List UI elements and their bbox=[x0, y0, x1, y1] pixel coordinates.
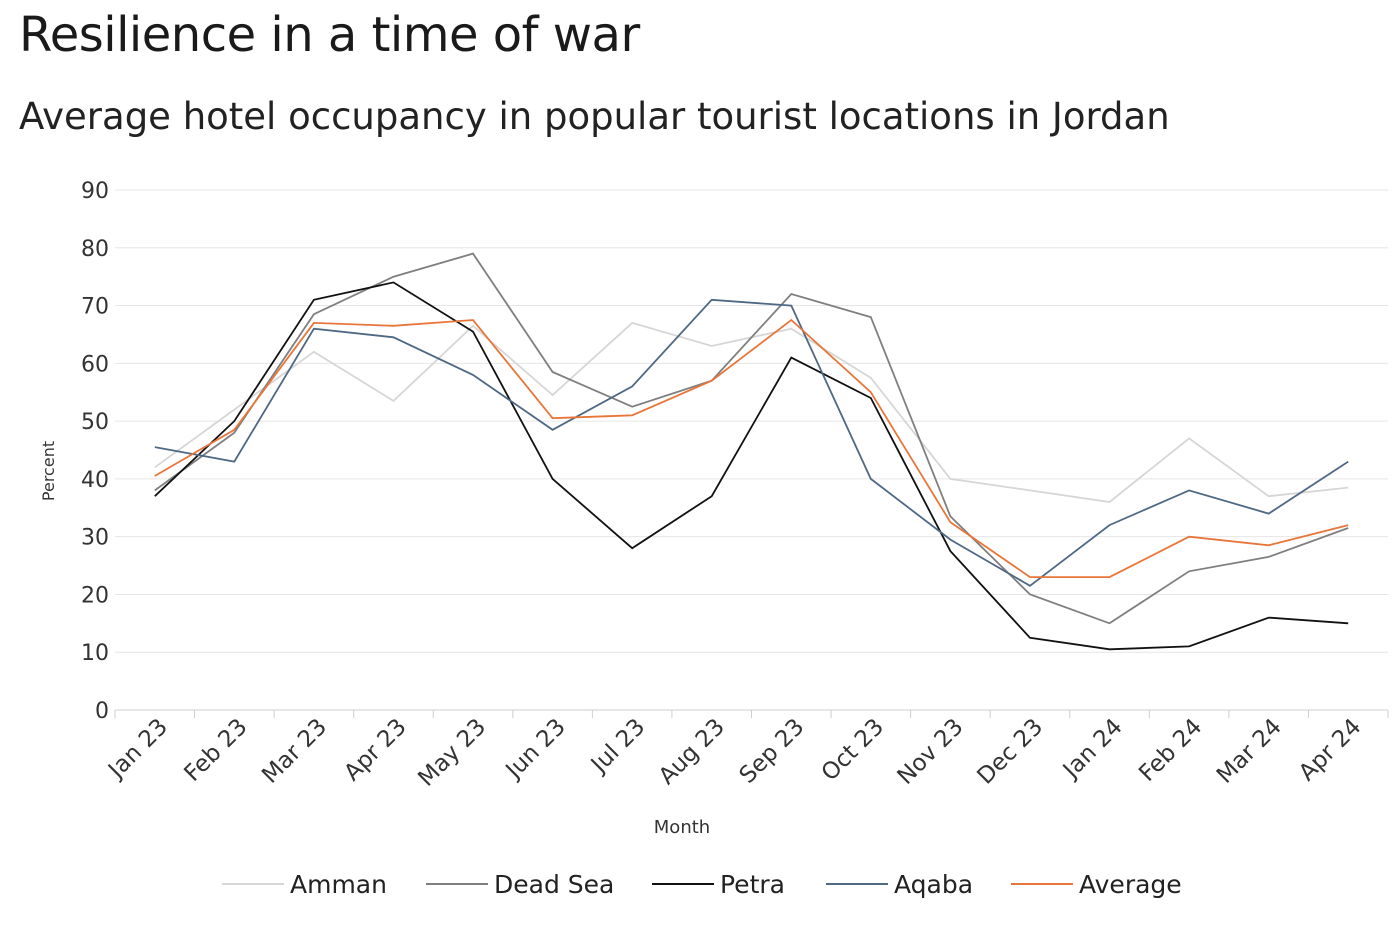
y-tick-label: 10 bbox=[81, 641, 109, 666]
y-tick-label: 80 bbox=[81, 237, 109, 262]
legend-label: Average bbox=[1079, 869, 1182, 899]
y-tick-label: 70 bbox=[81, 295, 109, 320]
legend-swatch bbox=[222, 883, 284, 885]
x-tick-label: Dec 23 bbox=[972, 714, 1048, 790]
x-tick-label: Aug 23 bbox=[654, 714, 730, 790]
x-tick-label: Jan 24 bbox=[1057, 714, 1128, 785]
legend-item-average: Average bbox=[1011, 862, 1182, 906]
legend-item-amman: Amman bbox=[222, 862, 387, 906]
legend-label: Dead Sea bbox=[494, 869, 615, 899]
chart-title: Resilience in a time of war bbox=[19, 7, 640, 63]
x-tick-label: Apr 23 bbox=[339, 714, 411, 786]
y-tick-label: 90 bbox=[81, 179, 109, 204]
x-tick-label: Mar 23 bbox=[257, 714, 332, 789]
legend-swatch bbox=[652, 883, 714, 885]
x-tick-label: Feb 23 bbox=[180, 714, 253, 787]
y-axis-ticks: 0 10 20 30 40 50 60 70 80 90 bbox=[81, 179, 109, 724]
x-tick-label: Jul 23 bbox=[585, 714, 650, 779]
legend-item-dead-sea: Dead Sea bbox=[426, 862, 614, 906]
y-tick-label: 20 bbox=[81, 583, 109, 608]
legend-item-aqaba: Aqaba bbox=[826, 862, 973, 906]
y-tick-label: 40 bbox=[81, 468, 109, 493]
y-tick-label: 60 bbox=[81, 352, 109, 377]
x-axis: Jan 23 Feb 23 Mar 23 Apr 23 May 23 Jun 23 Jul … bbox=[102, 709, 1389, 792]
legend-label: Aqaba bbox=[894, 869, 974, 899]
x-tick-label: Sep 23 bbox=[735, 714, 810, 789]
x-axis-label: Month bbox=[654, 817, 710, 838]
series-line-aqaba bbox=[154, 298, 1349, 587]
y-tick-label: 30 bbox=[81, 526, 109, 551]
legend-label: Petra bbox=[720, 869, 785, 899]
x-tick-label: Nov 23 bbox=[893, 714, 969, 790]
legend-label: Amman bbox=[290, 869, 387, 899]
legend-swatch bbox=[426, 883, 488, 885]
x-tick-label: Jun 23 bbox=[500, 714, 571, 785]
x-tick-label: Apr 24 bbox=[1294, 714, 1366, 786]
legend-swatch bbox=[826, 883, 888, 885]
series-line-average bbox=[154, 318, 1349, 578]
y-axis-label: Percent bbox=[39, 441, 58, 501]
x-tick-label: Mar 24 bbox=[1212, 714, 1287, 789]
x-tick-label: Feb 24 bbox=[1134, 714, 1207, 787]
x-tick-label: Oct 23 bbox=[817, 714, 889, 786]
x-tick-label: Jan 23 bbox=[102, 714, 173, 785]
series-line-petra bbox=[154, 281, 1349, 651]
gridlines bbox=[115, 189, 1388, 653]
chart-legend: Amman Dead Sea Petra Aqaba Average bbox=[0, 862, 1395, 906]
y-tick-label: 0 bbox=[95, 699, 109, 724]
legend-item-petra: Petra bbox=[652, 862, 785, 906]
legend-swatch bbox=[1011, 883, 1073, 885]
x-tick-label: May 23 bbox=[413, 714, 491, 792]
series-line-dead-sea bbox=[154, 252, 1349, 625]
series-lines bbox=[154, 252, 1349, 651]
chart-subtitle: Average hotel occupancy in popular touri… bbox=[19, 95, 1170, 138]
y-tick-label: 50 bbox=[81, 410, 109, 435]
